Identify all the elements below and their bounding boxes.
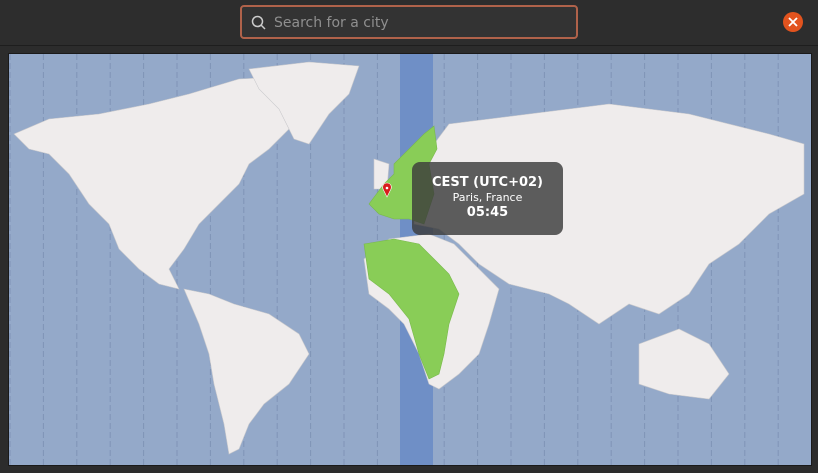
timezone-map[interactable]: CEST (UTC+02) Paris, France 05:45 [8,53,812,466]
timezone-abbrev: CEST (UTC+02) [431,175,543,190]
local-time: 05:45 [466,205,509,220]
header-bar [0,0,818,46]
close-button[interactable] [783,12,803,32]
location-pin [382,182,392,198]
timezone-tooltip: CEST (UTC+02) Paris, France 05:45 [412,162,563,235]
city-name: Paris, France [452,191,523,204]
search-input[interactable] [272,7,571,39]
search-icon [251,15,266,30]
city-search-field[interactable] [240,5,578,39]
close-icon [788,17,798,27]
world-map[interactable] [9,54,811,465]
